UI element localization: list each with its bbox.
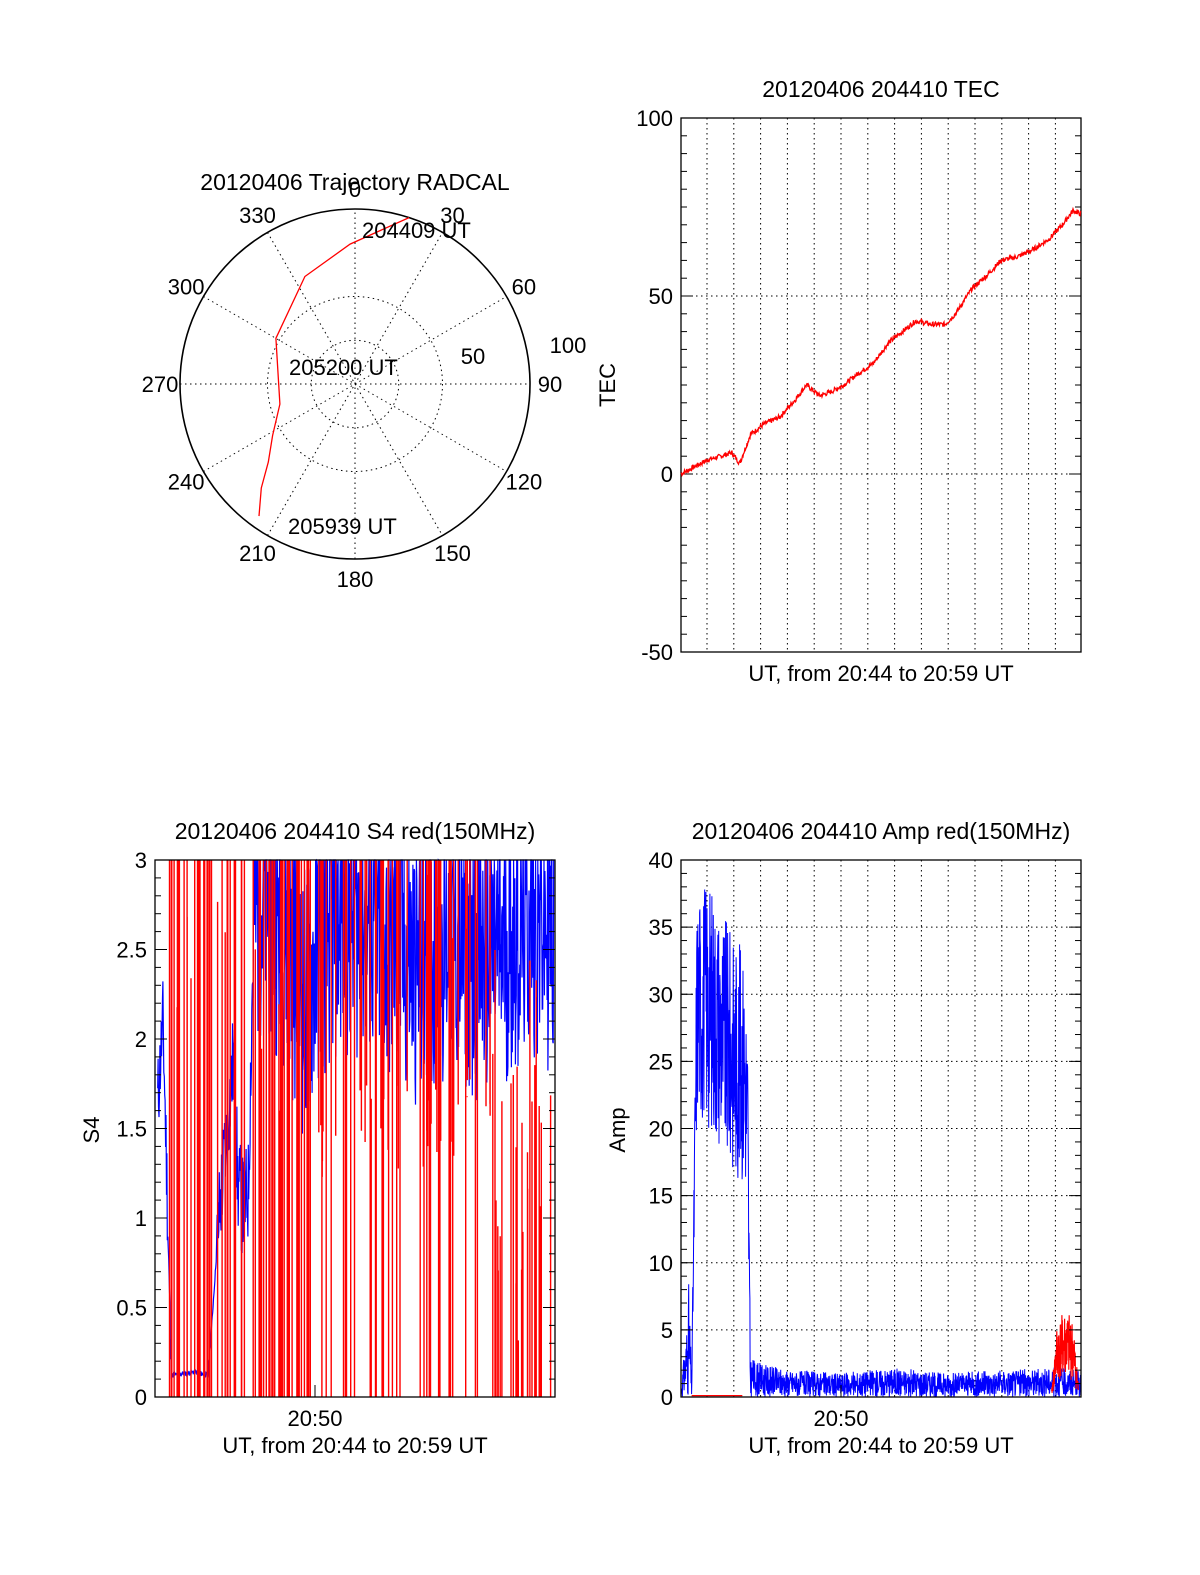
s4-y-tick-label: 0 [135, 1385, 147, 1410]
amp-chart: 20120406 204410 Amp red(150MHz) 40 35 30 25… [605, 818, 1082, 1458]
polar-ring-25 [310, 339, 400, 429]
amp-y-tick-label: 30 [649, 982, 673, 1007]
s4-y-tick-label: 3 [135, 848, 147, 873]
polar-azimuth-label: 270 [142, 372, 179, 397]
s4-y-tick-label: 2.5 [116, 938, 147, 963]
polar-azimuth-label: 330 [239, 203, 276, 228]
polar-azimuth-label: 150 [434, 541, 471, 566]
polar-ring-label-50: 50 [461, 344, 485, 369]
s4-y-label: S4 [79, 1117, 104, 1144]
s4-red-series [168, 860, 552, 1397]
polar-end-label: 205939 UT [288, 514, 397, 539]
amp-x-tick-2050: 20:50 [813, 1406, 868, 1431]
polar-azimuth-label: 0 [349, 177, 361, 202]
polar-title: 20120406 Trajectory RADCAL [200, 169, 510, 195]
tec-y-label: TEC [595, 363, 620, 407]
polar-start-label: 204409 UT [362, 218, 471, 243]
amp-red-series [691, 1315, 1079, 1397]
tec-title: 20120406 204410 TEC [762, 76, 999, 102]
polar-azimuth-label: 300 [168, 275, 205, 300]
amp-y-axis: 40 35 30 25 20 15 10 5 0 [649, 848, 1081, 1410]
amp-blue-series [680, 889, 1082, 1398]
s4-x-label: UT, from 20:44 to 20:59 UT [222, 1433, 487, 1458]
polar-trajectory-line [258, 217, 410, 517]
polar-azimuth-label: 30 [440, 203, 464, 228]
tec-plot-frame [680, 117, 1082, 653]
s4-y-tick-label: 0.5 [116, 1296, 147, 1321]
tec-chart: 20120406 204410 TEC 100 50 0 -50 TEC UT, fr… [595, 76, 1082, 686]
polar-azimuth-label: 240 [168, 470, 205, 495]
tec-y-tick-label: -50 [641, 640, 673, 665]
tec-y-tick-label: 50 [649, 284, 673, 309]
polar-azimuth-label: 90 [538, 372, 562, 397]
amp-series [680, 889, 1082, 1398]
s4-y-tick-label: 2 [135, 1027, 147, 1052]
s4-y-tick-label: 1 [135, 1206, 147, 1231]
amp-y-tick-label: 25 [649, 1049, 673, 1074]
amp-y-tick-label: 10 [649, 1251, 673, 1276]
polar-ring-50 [267, 296, 443, 472]
amp-y-label: Amp [605, 1107, 630, 1152]
s4-chart: 20120406 204410 S4 red(150MHz) 3 2.5 2 1.5 1… [79, 818, 556, 1458]
s4-y-tick-label: 1.5 [116, 1117, 147, 1142]
amp-x-label: UT, from 20:44 to 20:59 UT [748, 1433, 1013, 1458]
polar-mid-label: 205200 UT [289, 355, 398, 380]
s4-y-axis: 3 2.5 2 1.5 1 0.5 0 [116, 848, 555, 1410]
polar-azimuth-label: 60 [512, 275, 536, 300]
amp-title: 20120406 204410 Amp red(150MHz) [692, 818, 1070, 844]
polar-azimuth-label: 210 [239, 541, 276, 566]
tec-series-line [680, 206, 1082, 478]
tec-y-tick-label: 100 [636, 106, 673, 131]
tec-grid [681, 118, 1081, 652]
amp-y-tick-label: 5 [661, 1318, 673, 1343]
s4-x-tick-2050: 20:50 [287, 1406, 342, 1431]
s4-title: 20120406 204410 S4 red(150MHz) [175, 818, 536, 844]
amp-grid [681, 860, 1081, 1397]
polar-ring-label-100: 100 [550, 333, 587, 358]
polar-azimuth-label: 180 [337, 567, 374, 592]
polar-grid [179, 208, 531, 560]
tec-y-tick-label: 0 [661, 462, 673, 487]
amp-y-tick-label: 0 [661, 1385, 673, 1410]
amp-y-tick-label: 35 [649, 915, 673, 940]
amp-y-tick-label: 40 [649, 848, 673, 873]
polar-chart: 20120406 Trajectory RADCAL 0 30 60 90 120 150… [142, 169, 587, 592]
amp-y-tick-label: 15 [649, 1184, 673, 1209]
polar-azimuth-label: 120 [506, 470, 543, 495]
tec-x-label: UT, from 20:44 to 20:59 UT [748, 661, 1013, 686]
polar-spoke [267, 232, 443, 536]
amp-y-tick-label: 20 [649, 1117, 673, 1142]
tec-y-axis: 100 50 0 -50 [636, 106, 1081, 665]
s4-series [157, 858, 555, 1397]
polar-azimuth-labels: 0 30 60 90 120 150 180 210 240 270 300 330 [142, 177, 563, 592]
